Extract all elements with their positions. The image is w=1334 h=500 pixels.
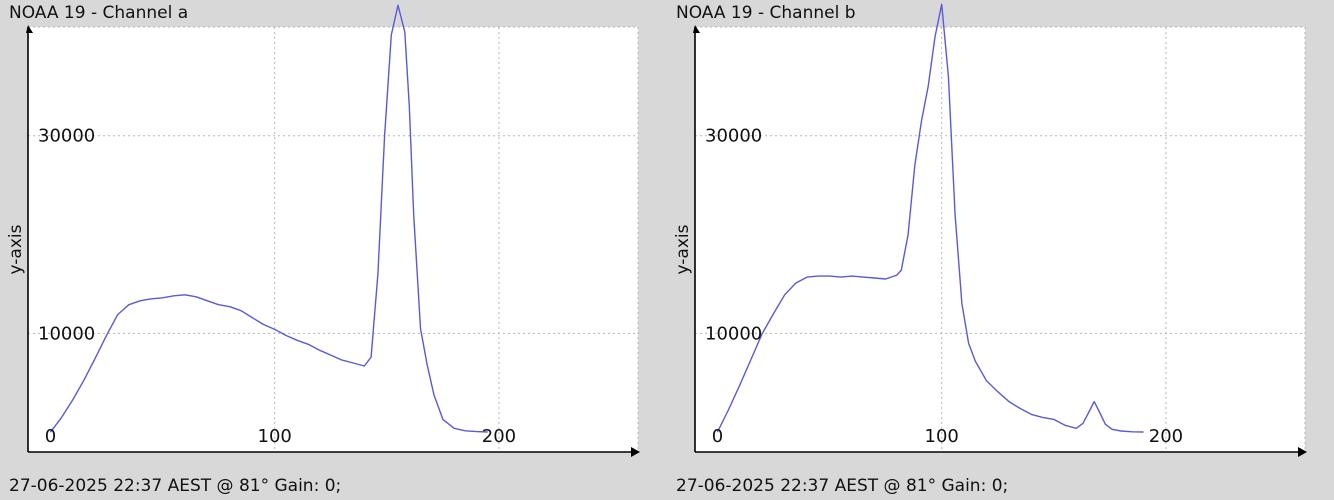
x-tick-label: 100 bbox=[925, 426, 959, 447]
x-axis-arrow bbox=[1298, 447, 1307, 457]
chart-panel-a: NOAA 19 - Channel a 0 100 200 10000 30000 y-a… bbox=[6, 3, 640, 496]
y-axis-label: y-axis bbox=[6, 224, 26, 274]
y-axis-arrow bbox=[26, 25, 33, 33]
chart-footer: 27-06-2025 22:37 AEST @ 81° Gain: 0; bbox=[676, 476, 1009, 496]
series-line bbox=[716, 3, 1144, 433]
y-tick-label: 30000 bbox=[705, 126, 762, 147]
y-tick-label: 30000 bbox=[38, 126, 95, 147]
y-tick-label: 10000 bbox=[705, 323, 762, 344]
chart-panel-b: NOAA 19 - Channel b 0 100 200 10000 30000 y-a… bbox=[667, 0, 1334, 500]
y-axis-label: y-axis bbox=[673, 224, 693, 274]
y-axis-arrow bbox=[693, 25, 700, 33]
x-tick-label: 200 bbox=[1149, 426, 1183, 447]
x-tick-label: 200 bbox=[482, 426, 516, 447]
x-tick-label: 0 bbox=[45, 426, 56, 447]
chart-title: NOAA 19 - Channel b bbox=[676, 3, 856, 23]
plot-area bbox=[28, 27, 638, 452]
chart-canvas-b: 0 100 200 10000 30000 y-axis bbox=[673, 3, 1307, 457]
x-tick-label: 100 bbox=[258, 426, 292, 447]
chart-canvas-a: 0 100 200 10000 30000 y-axis bbox=[6, 4, 640, 457]
y-tick-label: 10000 bbox=[38, 323, 95, 344]
x-tick-label: 0 bbox=[712, 426, 723, 447]
chart-footer: 27-06-2025 22:37 AEST @ 81° Gain: 0; bbox=[9, 476, 342, 496]
x-axis-arrow bbox=[631, 447, 640, 457]
series-line bbox=[49, 4, 488, 433]
plot-area bbox=[695, 27, 1305, 452]
chart-title: NOAA 19 - Channel a bbox=[9, 3, 189, 23]
